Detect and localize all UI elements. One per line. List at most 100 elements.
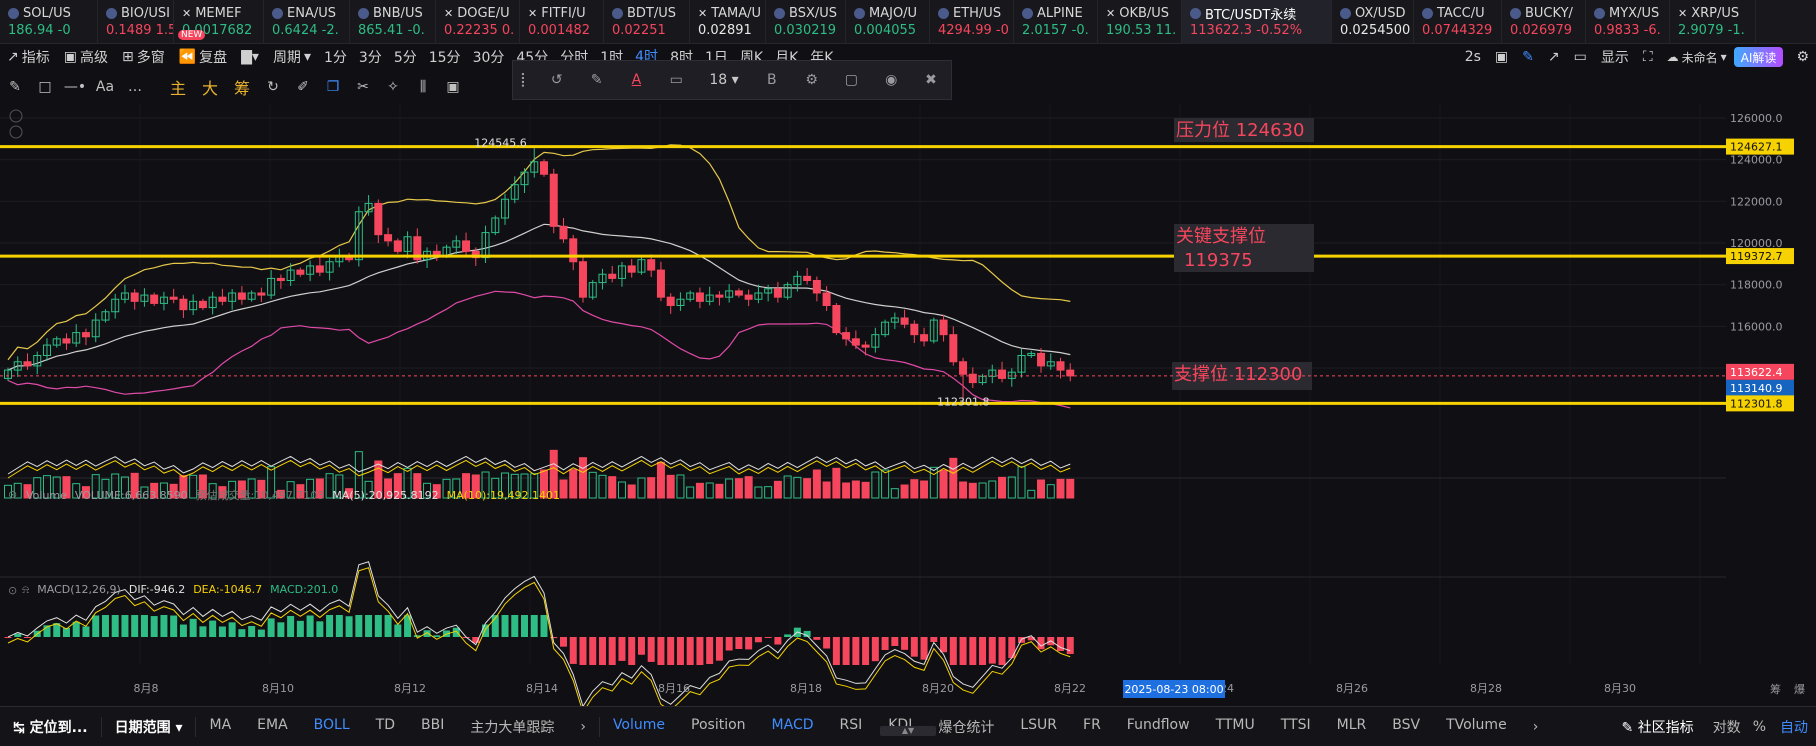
ticker-17[interactable]: BUCKY/0.026979: [1502, 0, 1586, 44]
text-color-icon[interactable]: A: [617, 72, 657, 88]
layout-icon[interactable]: ▭: [1567, 44, 1594, 70]
interval-1[interactable]: 3分: [353, 44, 388, 70]
volume-collapse-icon[interactable]: ⊙: [8, 488, 17, 501]
sub-indicator-1[interactable]: Position: [678, 717, 759, 737]
main-indicator-1[interactable]: EMA: [244, 717, 301, 737]
layout-name-dropdown[interactable]: ☁ 未命名 ▾: [1660, 44, 1734, 70]
chip-tool[interactable]: 筹: [226, 75, 258, 99]
sub-indicator-10[interactable]: TTSI: [1268, 717, 1324, 737]
interval-0[interactable]: 1分: [318, 44, 353, 70]
ticker-0[interactable]: SOL/US 186.94 -0: [0, 0, 98, 44]
macd-bar: [570, 637, 577, 664]
ticker-12[interactable]: ALPINE 2.0157 -0.: [1014, 0, 1098, 44]
magic-icon[interactable]: ✧: [378, 79, 408, 95]
ticker-4[interactable]: BNB/US 865.41 -0.: [350, 0, 436, 44]
sub-indicator-13[interactable]: TVolume: [1433, 717, 1520, 737]
ticker-16[interactable]: TACC/U 0.0744329: [1414, 0, 1502, 44]
main-indicator-0[interactable]: MA: [196, 717, 244, 737]
kline-chart[interactable]: 压力位 124630关键支撑位119375支撑位 112300124545.61…: [0, 104, 1816, 706]
edit-icon[interactable]: ✎: [577, 72, 617, 88]
sub-indicator-12[interactable]: BSV: [1379, 717, 1433, 737]
ticker-18[interactable]: MYX/US 0.9833 -6.: [1586, 0, 1670, 44]
share-icon[interactable]: ↗: [1541, 44, 1567, 70]
display-button[interactable]: 显示: [1594, 44, 1636, 70]
bold-button[interactable]: B: [752, 72, 792, 88]
main-indicator-3[interactable]: TD: [363, 717, 408, 737]
settings-icon[interactable]: ⚙: [792, 72, 832, 88]
settings-icon[interactable]: ⚙: [1789, 44, 1816, 70]
replay-button[interactable]: ⏪ 复盘: [172, 44, 234, 70]
sub-indicator-8[interactable]: Fundflow: [1114, 717, 1203, 737]
ticker-14[interactable]: BTC/USDT永续 113622.3 -0.52%: [1182, 0, 1332, 44]
interval-4[interactable]: 30分: [467, 44, 511, 70]
rotate-icon[interactable]: ↻: [258, 79, 288, 95]
rectangle-icon[interactable]: □: [30, 79, 60, 95]
more-icon[interactable]: …: [120, 79, 150, 95]
locate-button[interactable]: ↹ 定位到...: [0, 717, 101, 737]
ticker-7[interactable]: BDT/US 0.0␸2251: [604, 0, 690, 44]
multiwindow-button[interactable]: ⊞ 多窗: [115, 44, 172, 70]
auto-scale-toggle[interactable]: 自动: [1772, 717, 1816, 737]
sub-indicator-9[interactable]: TTMU: [1203, 717, 1268, 737]
ruler-icon[interactable]: ✂: [348, 79, 378, 95]
lock-icon[interactable]: ▢: [832, 72, 872, 88]
sub-indicator-3[interactable]: RSI: [827, 717, 876, 737]
ticker-19[interactable]: ✕ XRP/US 2.9079 -1.: [1670, 0, 1756, 44]
refresh-interval[interactable]: 2s: [1458, 44, 1488, 70]
horizontal-line-icon[interactable]: —•: [60, 79, 90, 95]
sub-indicator-7[interactable]: FR: [1070, 717, 1114, 737]
main-tool[interactable]: 主: [162, 75, 194, 99]
ticker-price-value: 0.0744329: [1422, 23, 1492, 38]
ticker-15[interactable]: OX/USD 0.0254500: [1332, 0, 1414, 44]
indicators-button[interactable]: ↗ 指标: [0, 44, 57, 70]
main-indicator-5[interactable]: 主力大单跟踪: [457, 717, 567, 737]
fill-icon[interactable]: ▭: [656, 72, 696, 88]
ticker-8[interactable]: ✕ TAMA/U 0.0␴2891: [690, 0, 766, 44]
font-size-select[interactable]: 18 ▾: [696, 72, 752, 88]
main-indicator-2[interactable]: BOLL: [301, 717, 363, 737]
sub-indicator-2[interactable]: MACD: [759, 717, 827, 737]
ticker-1[interactable]: BIO/USI 0.1489 1.5: [98, 0, 174, 44]
interval-2[interactable]: 5分: [388, 44, 423, 70]
percent-toggle[interactable]: %: [1747, 719, 1772, 735]
interval-3[interactable]: 15分: [423, 44, 467, 70]
advanced-button[interactable]: ▣ 高级: [57, 44, 115, 70]
ticker-9[interactable]: BSX/US 0.030219: [766, 0, 846, 44]
drag-handle-icon[interactable]: ⡇: [513, 72, 537, 88]
trash-icon[interactable]: ✖: [911, 72, 951, 88]
ticker-5[interactable]: ✕ DOGE/U 0.22235 0.: [436, 0, 520, 44]
date-range-dropdown[interactable]: 日期范围 ▾: [101, 717, 196, 737]
sub-indicator-5[interactable]: 爆仓统计: [925, 717, 1007, 737]
ticker-13[interactable]: ✕ OKB/US 190.53 11.: [1098, 0, 1182, 44]
camera-icon[interactable]: ▣: [1488, 44, 1515, 70]
fullscreen-icon[interactable]: ⛶: [1636, 44, 1660, 70]
eye-icon[interactable]: ◉: [871, 72, 911, 88]
chevron-right-icon[interactable]: ›: [1520, 719, 1552, 735]
community-indicators-button[interactable]: ✎ 社区指标: [1609, 717, 1707, 737]
ticker-11[interactable]: ETH/US 4294.99 -0: [930, 0, 1014, 44]
main-indicator-4[interactable]: BBI: [408, 717, 457, 737]
ticker-10[interactable]: MAJO/U 0.004055: [846, 0, 930, 44]
macd-collapse-icon[interactable]: ⊙: [8, 584, 17, 597]
draw-icon[interactable]: ✎: [1515, 44, 1541, 70]
text-icon[interactable]: Aa: [90, 79, 120, 95]
lock-icon[interactable]: ▣: [438, 79, 468, 95]
drag-handle-icon[interactable]: ▲▼: [880, 726, 936, 736]
bars-icon[interactable]: ⫼: [408, 79, 438, 95]
chart-type-button[interactable]: ▇▾: [234, 44, 266, 70]
chevron-right-icon[interactable]: ›: [567, 719, 599, 735]
copy-icon[interactable]: ❐: [318, 79, 348, 95]
log-scale-toggle[interactable]: 对数: [1707, 717, 1747, 737]
ai-button[interactable]: AI解读: [1734, 47, 1784, 67]
sub-indicator-11[interactable]: MLR: [1324, 717, 1380, 737]
volume-bar: [716, 484, 723, 498]
loop-icon[interactable]: ↺: [537, 72, 577, 88]
sub-indicator-0[interactable]: Volume: [600, 717, 678, 737]
sub-indicator-6[interactable]: LSUR: [1007, 717, 1070, 737]
ticker-6[interactable]: ✕ FITFI/U 0.001482: [520, 0, 604, 44]
pencil-icon[interactable]: ✎: [0, 79, 30, 95]
period-dropdown[interactable]: 周期 ▾: [266, 44, 318, 70]
brush-icon[interactable]: ✐: [288, 79, 318, 95]
big-tool[interactable]: 大: [194, 75, 226, 99]
ticker-3[interactable]: ENA/US 0.6424 -2.: [264, 0, 350, 44]
